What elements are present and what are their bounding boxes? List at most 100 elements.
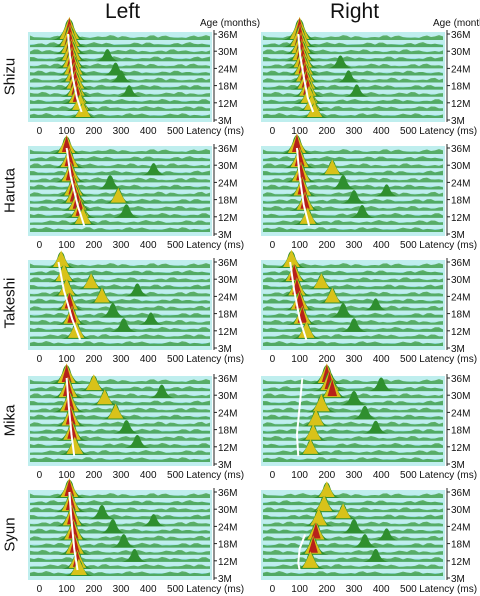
latency-trace <box>68 491 79 571</box>
peak-mid <box>315 494 333 512</box>
x-tick-label: 200 <box>318 354 335 365</box>
age-tick-label: 36M <box>218 144 237 155</box>
peak-mid <box>75 102 91 117</box>
x-tick-label: 100 <box>291 240 308 251</box>
age-tick-label: 30M <box>218 47 237 58</box>
x-axis-label: Latency (ms) <box>186 584 244 595</box>
age-tick-label: 24M <box>451 292 470 303</box>
ridge-noise <box>263 379 443 384</box>
peak-mid <box>302 551 319 568</box>
peak-outer <box>351 534 379 548</box>
peak-core <box>65 406 76 425</box>
peak-outer <box>340 190 368 204</box>
x-tick-label: 200 <box>318 240 335 251</box>
age-tick-label: 12M <box>451 99 470 110</box>
age-tick-label: 24M <box>451 522 470 533</box>
x-axis-label: Latency (ms) <box>186 240 244 251</box>
x-tick-label: 0 <box>37 126 43 137</box>
ridge-noise <box>30 263 210 268</box>
peak-outer <box>329 175 357 190</box>
column-title-right: Right <box>330 0 380 23</box>
peak-outer <box>336 70 361 83</box>
peak-outer <box>148 384 175 399</box>
x-tick-label: 0 <box>37 240 43 251</box>
peak-core <box>297 177 308 195</box>
peak-mid <box>94 287 110 303</box>
x-tick-label: 100 <box>291 470 308 481</box>
peak-outer <box>124 434 151 448</box>
panel-takeshi-left: 36M 30M 24M 18M 12M 3M 0 100 200 300 400 500 Latency… <box>28 250 244 365</box>
ridge-noise <box>263 312 443 318</box>
ridge-noise <box>30 284 210 290</box>
peak-outer <box>95 49 120 62</box>
x-axis-label: Latency (ms) <box>419 126 477 137</box>
ridge-noise <box>263 184 443 190</box>
age-tick-label: 30M <box>451 275 470 286</box>
peak-outer <box>351 405 379 420</box>
peak-mid <box>318 481 335 497</box>
x-tick-label: 200 <box>318 584 335 595</box>
peak-mid <box>66 436 84 454</box>
age-tick-label: 30M <box>451 161 470 172</box>
x-axis-label: Latency (ms) <box>186 470 244 481</box>
x-tick-label: 300 <box>346 584 363 595</box>
x-tick-label: 200 <box>85 240 102 251</box>
latency-trace <box>57 261 82 341</box>
x-tick-label: 200 <box>85 470 102 481</box>
age-tick-label: 12M <box>218 443 237 454</box>
ridge-noise <box>263 414 443 420</box>
x-tick-label: 100 <box>58 126 75 137</box>
peak-outer <box>117 85 142 97</box>
age-tick-label: 3M <box>451 116 465 127</box>
x-tick-label: 200 <box>85 584 102 595</box>
peak-mid <box>107 403 124 419</box>
latency-trace <box>295 377 304 457</box>
x-tick-label: 500 <box>400 240 417 251</box>
peak-outer <box>124 283 151 297</box>
age-tick-label: 3M <box>218 460 232 471</box>
x-tick-label: 0 <box>270 240 276 251</box>
ridge-noise <box>263 227 443 232</box>
peak-outer <box>362 420 389 434</box>
x-tick-label: 400 <box>373 584 390 595</box>
x-tick-label: 400 <box>373 240 390 251</box>
peak-outer <box>374 528 400 541</box>
peak-mid <box>335 503 351 519</box>
peak-outer <box>121 548 148 562</box>
peak-outer <box>344 84 370 97</box>
ridge-noise <box>263 493 443 498</box>
x-tick-label: 300 <box>346 240 363 251</box>
peak-mid <box>310 507 328 526</box>
peak-mid <box>313 393 330 412</box>
x-tick-label: 400 <box>140 240 157 251</box>
ridge-noise <box>30 457 210 462</box>
age-tick-label: 36M <box>218 30 237 41</box>
age-tick-label: 36M <box>451 144 470 155</box>
latency-trace <box>295 147 311 227</box>
peak-outer <box>138 312 164 325</box>
age-axis-title: Age (months) <box>200 18 260 29</box>
age-tick-label: 12M <box>218 327 237 338</box>
peak-outer <box>108 70 134 83</box>
age-tick-label: 36M <box>218 374 237 385</box>
peak-core <box>308 536 318 553</box>
ridge-noise <box>263 500 443 506</box>
peak-core <box>64 149 75 167</box>
age-tick-label: 18M <box>451 310 470 321</box>
age-tick-label: 36M <box>451 30 470 41</box>
ridge-noise <box>30 298 210 304</box>
ridge-noise <box>263 407 443 413</box>
ridge-noise <box>263 571 443 576</box>
age-tick-label: 3M <box>451 574 465 585</box>
ridge-noise <box>263 428 443 434</box>
age-tick-label: 30M <box>451 505 470 516</box>
x-axis-label: Latency (ms) <box>419 240 477 251</box>
age-tick-label: 24M <box>218 292 237 303</box>
subject-label-shizu: Shizu <box>1 57 19 96</box>
ridge-noise <box>263 542 443 548</box>
ridge-noise <box>263 341 443 346</box>
ridge-noise <box>263 277 443 283</box>
age-tick-label: 24M <box>451 178 470 189</box>
peak-outer <box>141 514 167 527</box>
x-tick-label: 500 <box>167 240 184 251</box>
